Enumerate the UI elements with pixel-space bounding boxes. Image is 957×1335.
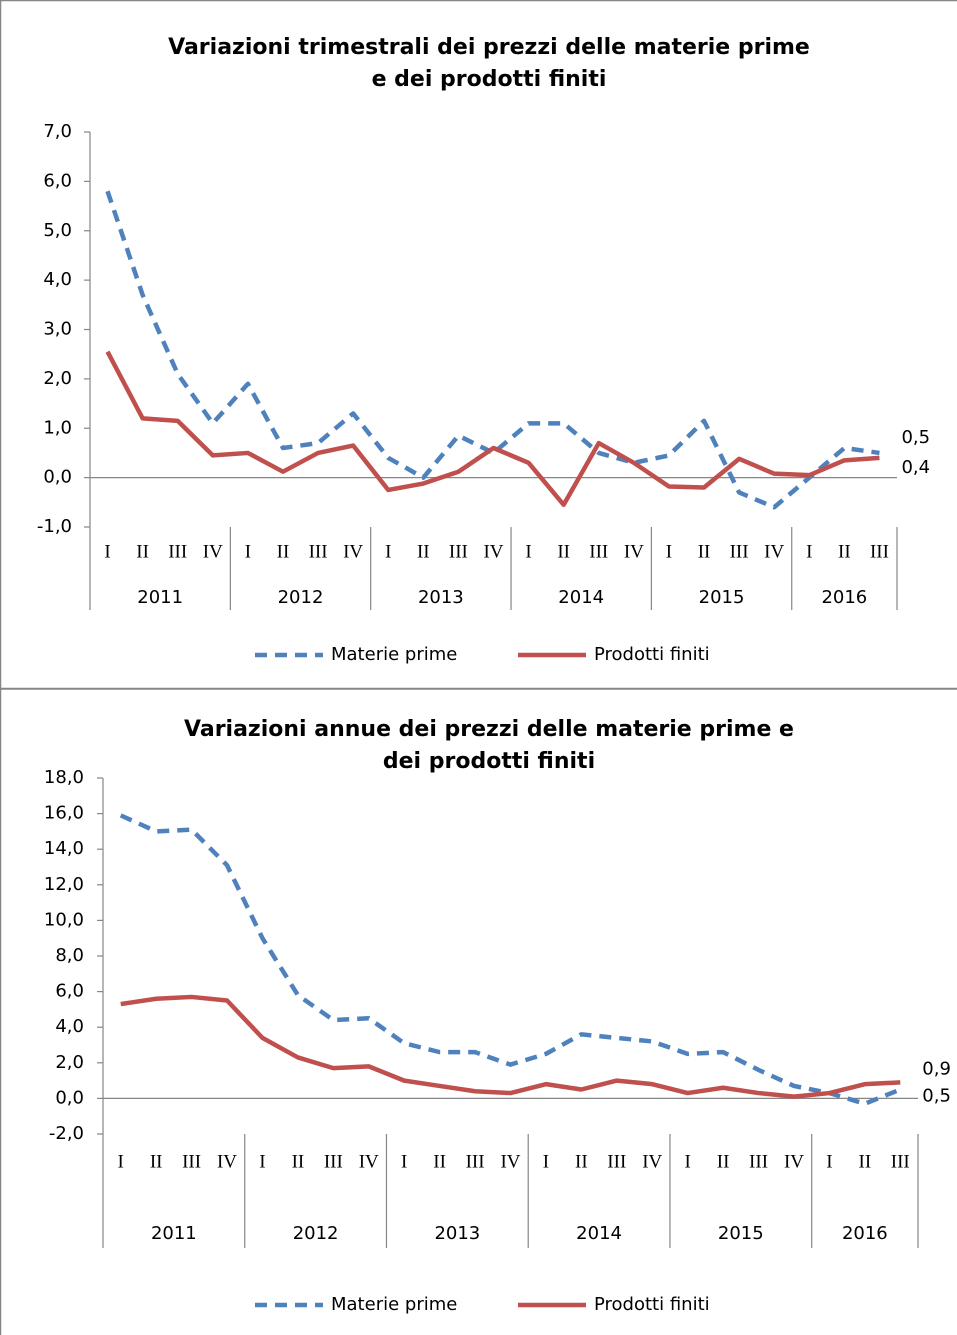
x-tick-label: IV — [642, 1151, 662, 1172]
x-tick-label: IV — [624, 541, 644, 562]
series-line — [105, 190, 880, 510]
x-tick-label: I — [543, 1151, 549, 1172]
x-group-label: 2016 — [842, 1223, 888, 1244]
chart-title: e dei prodotti finiti — [372, 67, 607, 92]
chart-title: Variazioni annue dei prezzi delle materi… — [184, 717, 794, 742]
x-tick-label: IV — [483, 541, 503, 562]
x-tick-label: I — [385, 541, 391, 562]
x-tick-label: I — [525, 541, 531, 562]
x-tick-label: I — [104, 541, 110, 562]
x-tick-label: IV — [500, 1151, 520, 1172]
x-tick-label: III — [324, 1151, 343, 1172]
x-tick-label: IV — [764, 541, 784, 562]
y-tick-label: 4,0 — [55, 1016, 84, 1037]
end-label: 0,5 — [901, 427, 930, 448]
x-tick-label: IV — [343, 541, 363, 562]
x-tick-label: II — [717, 1151, 730, 1172]
y-tick-label: 3,0 — [43, 319, 72, 340]
x-tick-label: IV — [359, 1151, 379, 1172]
x-tick-label: III — [182, 1151, 201, 1172]
x-tick-label: III — [168, 541, 187, 562]
x-group-label: 2014 — [558, 587, 604, 608]
panel-border — [0, 0, 957, 690]
x-tick-label: IV — [217, 1151, 237, 1172]
x-tick-label: I — [401, 1151, 407, 1172]
x-tick-label: II — [292, 1151, 305, 1172]
chart-title: dei prodotti finiti — [383, 749, 595, 774]
x-tick-label: I — [118, 1151, 124, 1172]
y-tick-label: 0,0 — [43, 467, 72, 488]
x-tick-label: IV — [203, 541, 223, 562]
x-group-label: 2015 — [718, 1223, 764, 1244]
y-tick-label: 2,0 — [43, 368, 72, 389]
series-line — [105, 350, 880, 508]
y-tick-label: 0,0 — [55, 1087, 84, 1108]
x-tick-label: II — [433, 1151, 446, 1172]
x-tick-label: III — [730, 541, 749, 562]
x-tick-label: I — [806, 541, 812, 562]
y-tick-label: 10,0 — [44, 909, 84, 930]
x-group-label: 2013 — [418, 587, 464, 608]
y-tick-label: 6,0 — [55, 981, 84, 1002]
end-label: 0,9 — [922, 1058, 951, 1079]
x-tick-label: II — [859, 1151, 872, 1172]
x-tick-label: III — [589, 541, 608, 562]
y-tick-label: -1,0 — [37, 516, 72, 537]
y-tick-label: 6,0 — [43, 170, 72, 191]
x-tick-label: II — [417, 541, 430, 562]
legend-label: Prodotti finiti — [594, 644, 710, 665]
x-tick-label: III — [749, 1151, 768, 1172]
x-group-label: 2012 — [293, 1223, 339, 1244]
y-tick-label: 5,0 — [43, 220, 72, 241]
chart-title: Variazioni trimestrali dei prezzi delle … — [168, 35, 810, 60]
x-group-label: 2016 — [821, 587, 867, 608]
x-tick-label: III — [607, 1151, 626, 1172]
end-label: 0,5 — [922, 1086, 951, 1107]
x-group-label: 2013 — [434, 1223, 480, 1244]
series-line — [120, 994, 901, 1099]
y-tick-label: 7,0 — [43, 121, 72, 142]
x-group-label: 2011 — [151, 1223, 197, 1244]
x-tick-label: III — [466, 1151, 485, 1172]
x-tick-label: II — [575, 1151, 588, 1172]
x-group-label: 2012 — [278, 587, 324, 608]
x-tick-label: I — [685, 1151, 691, 1172]
panel-border — [0, 688, 957, 1335]
x-tick-label: III — [870, 541, 889, 562]
y-tick-label: 4,0 — [43, 269, 72, 290]
x-tick-label: II — [150, 1151, 163, 1172]
x-tick-label: I — [666, 541, 672, 562]
legend-label: Materie prime — [331, 644, 457, 665]
y-tick-label: 18,0 — [44, 767, 84, 788]
x-tick-label: III — [449, 541, 468, 562]
y-tick-label: 14,0 — [44, 838, 84, 859]
x-group-label: 2015 — [699, 587, 745, 608]
y-tick-label: 2,0 — [55, 1052, 84, 1073]
x-tick-label: II — [557, 541, 570, 562]
y-tick-label: 8,0 — [55, 945, 84, 966]
legend-label: Materie prime — [331, 1294, 457, 1315]
x-tick-label: I — [259, 1151, 265, 1172]
x-tick-label: I — [826, 1151, 832, 1172]
y-tick-label: 16,0 — [44, 803, 84, 824]
x-tick-label: II — [838, 541, 851, 562]
x-tick-label: II — [698, 541, 711, 562]
y-tick-label: -2,0 — [49, 1123, 84, 1144]
x-group-label: 2014 — [576, 1223, 622, 1244]
y-tick-label: 1,0 — [43, 417, 72, 438]
x-tick-label: III — [309, 541, 328, 562]
end-label: 0,4 — [901, 457, 930, 478]
x-tick-label: IV — [784, 1151, 804, 1172]
x-group-label: 2011 — [137, 587, 183, 608]
x-tick-label: II — [277, 541, 290, 562]
x-tick-label: III — [891, 1151, 910, 1172]
y-tick-label: 12,0 — [44, 874, 84, 895]
series-line — [119, 813, 902, 1106]
x-tick-label: II — [136, 541, 149, 562]
legend-label: Prodotti finiti — [594, 1294, 710, 1315]
x-tick-label: I — [245, 541, 251, 562]
